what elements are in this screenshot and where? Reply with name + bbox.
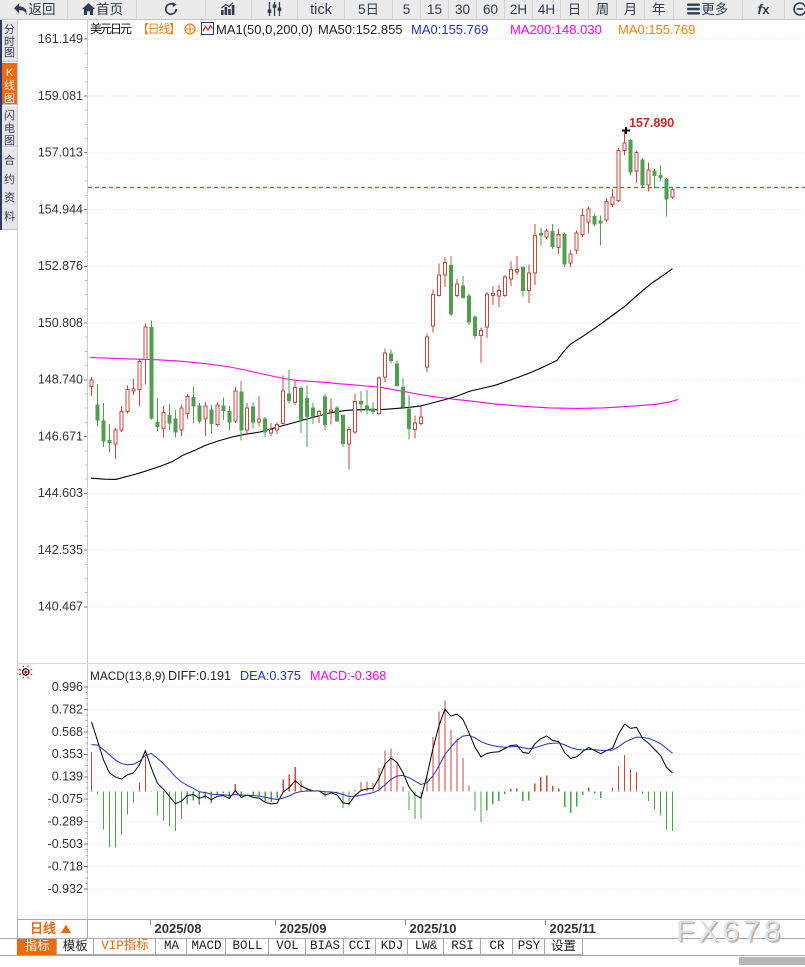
svg-text:0.996: 0.996 bbox=[52, 680, 83, 694]
svg-text:142.535: 142.535 bbox=[38, 543, 83, 557]
svg-text:144.603: 144.603 bbox=[38, 486, 83, 500]
svg-text:148.740: 148.740 bbox=[38, 373, 83, 387]
svg-text:140.467: 140.467 bbox=[38, 600, 83, 614]
svg-text:MA50:152.855: MA50:152.855 bbox=[318, 22, 403, 37]
svg-text:MA200:148.030: MA200:148.030 bbox=[510, 22, 602, 37]
svg-text:MACD:-0.368: MACD:-0.368 bbox=[310, 669, 386, 683]
svg-text:161.149: 161.149 bbox=[38, 32, 83, 46]
svg-text:DIFF:0.191: DIFF:0.191 bbox=[168, 669, 231, 683]
svg-text:-0.718: -0.718 bbox=[48, 859, 83, 873]
svg-text:2025/10: 2025/10 bbox=[410, 921, 457, 936]
svg-text:150.808: 150.808 bbox=[38, 316, 83, 330]
svg-text:-0.503: -0.503 bbox=[48, 837, 83, 851]
svg-text:159.081: 159.081 bbox=[38, 89, 83, 103]
svg-text:MA0:155.769: MA0:155.769 bbox=[618, 22, 695, 37]
svg-text:2025/09: 2025/09 bbox=[280, 921, 327, 936]
svg-text:【日线】: 【日线】 bbox=[137, 22, 181, 36]
svg-text:MA0:155.769: MA0:155.769 bbox=[411, 22, 488, 37]
svg-text:0.782: 0.782 bbox=[52, 702, 83, 716]
svg-text:-0.289: -0.289 bbox=[48, 814, 83, 828]
svg-text:MA1(50,0,200,0): MA1(50,0,200,0) bbox=[216, 22, 313, 37]
svg-text:157.890: 157.890 bbox=[629, 116, 674, 130]
svg-text:日线: 日线 bbox=[30, 921, 56, 936]
svg-text:-0.932: -0.932 bbox=[48, 882, 83, 896]
svg-text:-0.075: -0.075 bbox=[48, 792, 83, 806]
svg-text:146.671: 146.671 bbox=[38, 429, 83, 443]
svg-text:DEA:0.375: DEA:0.375 bbox=[240, 669, 301, 683]
svg-text:2025/11: 2025/11 bbox=[550, 921, 596, 936]
svg-text:MACD(13,8,9): MACD(13,8,9) bbox=[90, 669, 165, 683]
svg-text:157.013: 157.013 bbox=[38, 145, 83, 159]
svg-text:美元日元: 美元日元 bbox=[90, 22, 132, 36]
svg-text:0.139: 0.139 bbox=[52, 770, 83, 784]
svg-text:0.353: 0.353 bbox=[52, 747, 83, 761]
svg-text:2025/08: 2025/08 bbox=[155, 921, 202, 936]
svg-text:0.568: 0.568 bbox=[52, 725, 83, 739]
svg-text:154.944: 154.944 bbox=[38, 202, 83, 216]
svg-text:152.876: 152.876 bbox=[38, 259, 83, 273]
